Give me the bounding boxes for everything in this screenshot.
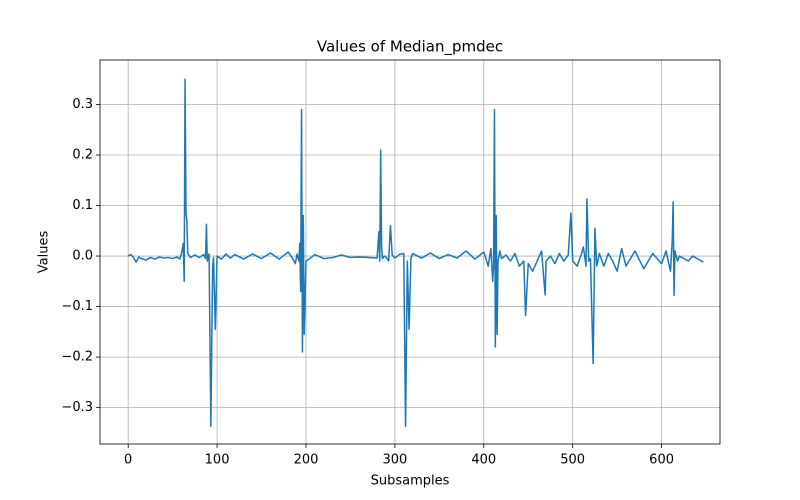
y-tick-label: −0.2 xyxy=(61,350,93,365)
x-tick-label: 600 xyxy=(649,453,674,468)
x-tick-label: 0 xyxy=(124,453,132,468)
chart-title: Values of Median_pmdec xyxy=(317,38,503,57)
y-tick-label: 0.1 xyxy=(72,198,93,213)
x-tick-label: 300 xyxy=(382,453,407,468)
y-tick-label: 0.2 xyxy=(72,147,93,162)
x-tick-label: 400 xyxy=(471,453,496,468)
y-tick-label: −0.3 xyxy=(61,400,93,415)
x-tick-label: 200 xyxy=(294,453,319,468)
plot-frame xyxy=(99,59,721,445)
y-axis-label: Values xyxy=(37,231,52,274)
y-tick-label: 0.3 xyxy=(72,97,93,112)
x-tick-label: 100 xyxy=(205,453,230,468)
y-tick-label: −0.1 xyxy=(61,299,93,314)
y-tick-label: 0.0 xyxy=(72,249,93,264)
x-axis-label: Subsamples xyxy=(371,474,450,489)
x-tick-label: 500 xyxy=(560,453,585,468)
data-line xyxy=(127,78,704,428)
